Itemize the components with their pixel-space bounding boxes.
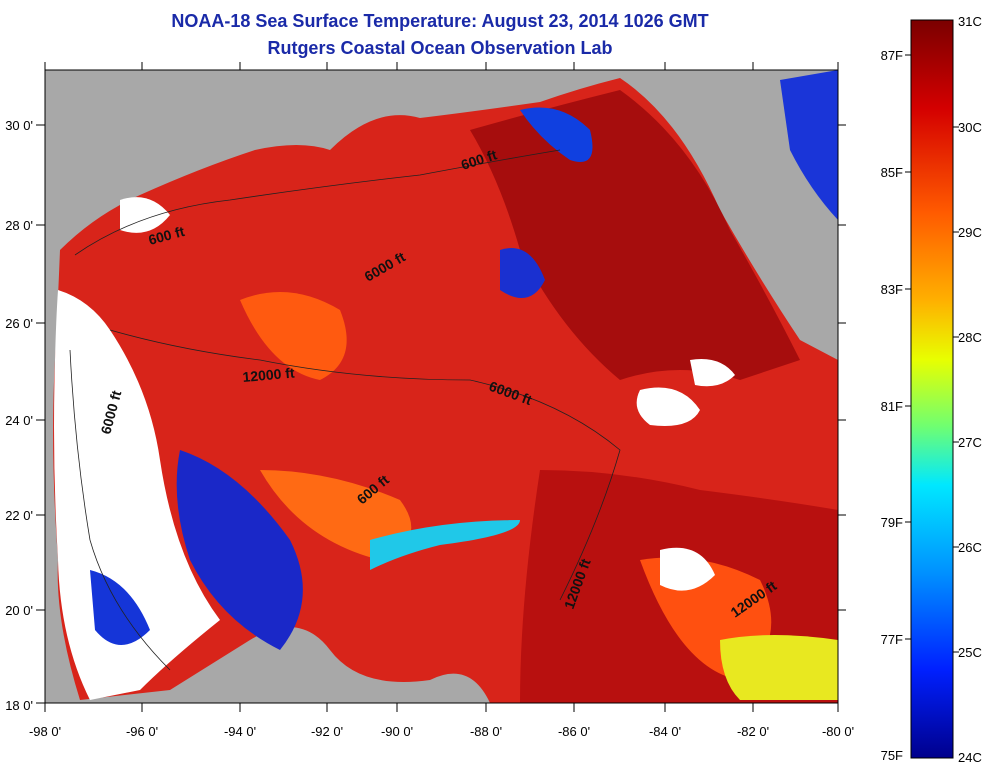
colorbar-label-f: 81F — [881, 399, 903, 414]
map-subtitle: Rutgers Coastal Ocean Observation Lab — [267, 38, 613, 58]
depth-contour-shelf — [74, 149, 561, 256]
cloud-patch-2 — [690, 359, 735, 387]
blue-patch-1 — [176, 450, 303, 650]
lat-tick-label: 18 0' — [5, 698, 33, 713]
colorbar-label-c: 31C — [958, 14, 982, 29]
cyan-band — [370, 520, 520, 570]
lon-tick-label: -80 0' — [822, 724, 854, 739]
depth-contour-west — [69, 349, 171, 671]
cloud-patch-1 — [636, 387, 700, 426]
lat-tick-label: 26 0' — [5, 316, 33, 331]
colorbar-label-c: 25C — [958, 645, 982, 660]
colorbar-label-c: 27C — [958, 435, 982, 450]
colorbar-label-c: 30C — [958, 120, 982, 135]
colorbar-label-f: 85F — [881, 165, 903, 180]
colorbar-label-f: 75F — [881, 748, 903, 763]
lat-tick-label: 30 0' — [5, 118, 33, 133]
lon-tick-label: -92 0' — [311, 724, 343, 739]
lon-tick-label: -82 0' — [737, 724, 769, 739]
lon-tick-label: -96 0' — [126, 724, 158, 739]
colorbar-label-f: 77F — [881, 632, 903, 647]
lat-tick-label: 24 0' — [5, 413, 33, 428]
orange-patch-1 — [240, 292, 347, 380]
depth-contour-deep — [109, 329, 621, 601]
blue-patch-3 — [500, 248, 545, 298]
lon-tick-label: -84 0' — [649, 724, 681, 739]
lon-tick-label: -88 0' — [470, 724, 502, 739]
cloud-patch-3 — [660, 547, 715, 591]
depth-label: 12000 ft — [242, 364, 296, 385]
colorbar-label-c: 29C — [958, 225, 982, 240]
colorbar-gradient — [910, 19, 954, 759]
axis-ticks — [36, 62, 846, 712]
lon-tick-label: -86 0' — [558, 724, 590, 739]
colorbar-label-c: 26C — [958, 540, 982, 555]
orange-patch-2 — [260, 470, 412, 560]
colorbar-label-c: 24C — [958, 750, 982, 765]
lat-tick-label: 22 0' — [5, 508, 33, 523]
lat-tick-label: 20 0' — [5, 603, 33, 618]
colorbar-label-f: 87F — [881, 48, 903, 63]
yellow-band — [720, 635, 838, 700]
colorbar-label-f: 79F — [881, 515, 903, 530]
colorbar: 31C 30C 29C 28C 27C 26C 25C 24C 87F 85F … — [881, 14, 982, 765]
lon-tick-label: -94 0' — [224, 724, 256, 739]
atlantic-blue — [780, 70, 838, 220]
map-frame — [44, 69, 839, 704]
colorbar-label-c: 28C — [958, 330, 982, 345]
lat-tick-label: 28 0' — [5, 218, 33, 233]
map-title: NOAA-18 Sea Surface Temperature: August … — [171, 11, 709, 31]
colorbar-label-f: 83F — [881, 282, 903, 297]
eastern-gulf-hot — [470, 90, 800, 380]
lon-tick-label: -98 0' — [29, 724, 61, 739]
lon-tick-label: -90 0' — [381, 724, 413, 739]
blue-patch-2 — [520, 107, 593, 162]
sst-map: 600 ft 600 ft 6000 ft 12000 ft 6000 ft 6… — [5, 62, 854, 739]
